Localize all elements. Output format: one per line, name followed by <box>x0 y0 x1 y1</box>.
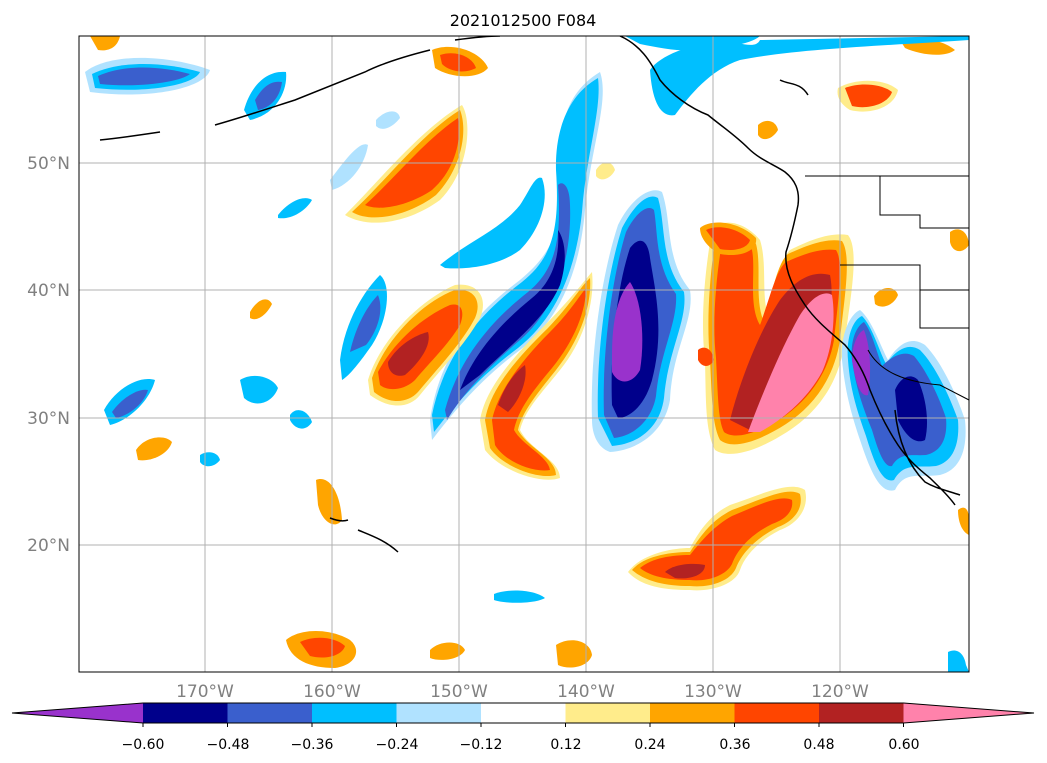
positive-anomaly-stripe-3 <box>368 284 483 406</box>
colorbar-segment <box>143 703 228 723</box>
colorbar <box>11 702 1035 727</box>
colorbar-label-1: −0.60 <box>122 737 165 753</box>
negative-anomaly-southwest <box>841 310 966 491</box>
colorbar-labels: −0.60 −0.48 −0.36 −0.24 −0.12 0.12 0.24 … <box>122 737 920 753</box>
positive-anomaly-stripe-2 <box>480 272 593 480</box>
negative-anomaly-stripe <box>430 72 603 440</box>
colorbar-label-3: −0.36 <box>291 737 334 753</box>
lat-label-50: 50°N <box>27 154 70 174</box>
colorbar-segment <box>650 703 735 723</box>
colorbar-segment <box>565 703 651 723</box>
lat-label-20: 20°N <box>27 536 70 556</box>
colorbar-label-2: −0.48 <box>207 737 250 753</box>
colorbar-label-10: 0.60 <box>888 737 919 753</box>
lon-label-120w: 120°W <box>811 682 869 702</box>
colorbar-label-6: 0.12 <box>550 737 581 753</box>
colorbar-label-4: −0.24 <box>376 737 419 753</box>
colorbar-segment <box>312 703 397 723</box>
colorbar-label-5: −0.12 <box>460 737 503 753</box>
colorbar-segment <box>481 703 566 723</box>
colorbar-label-8: 0.36 <box>719 737 750 753</box>
colorbar-segment <box>734 703 820 723</box>
positive-anomaly-west-coast <box>702 222 854 454</box>
graticule <box>79 36 969 672</box>
colorbar-extend-left <box>12 703 143 723</box>
longitude-labels: 170°W 160°W 150°W 140°W 130°W 120°W <box>176 682 869 702</box>
shaded-fields <box>85 36 969 672</box>
lon-label-130w: 130°W <box>684 682 742 702</box>
colorbar-segment <box>396 703 482 723</box>
lon-label-160w: 160°W <box>303 682 361 702</box>
colorbar-segment <box>227 703 313 723</box>
colorbar-label-9: 0.48 <box>803 737 834 753</box>
lon-label-140w: 140°W <box>557 682 615 702</box>
negative-anomaly-northwest <box>85 57 210 95</box>
lat-label-30: 30°N <box>27 409 70 429</box>
lon-label-170w: 170°W <box>176 682 234 702</box>
colorbar-segment <box>819 703 904 723</box>
map-title: 2021012500 F084 <box>450 11 597 30</box>
colorbar-extend-right <box>903 703 1034 723</box>
negative-anomaly-central <box>591 190 691 452</box>
lat-label-40: 40°N <box>27 281 70 301</box>
latitude-labels: 50°N 40°N 30°N 20°N <box>27 154 70 556</box>
colorbar-label-7: 0.24 <box>634 737 665 753</box>
map-frame <box>78 35 970 673</box>
coastlines <box>99 36 969 553</box>
lon-label-150w: 150°W <box>430 682 488 702</box>
positive-anomaly-south <box>628 486 806 591</box>
